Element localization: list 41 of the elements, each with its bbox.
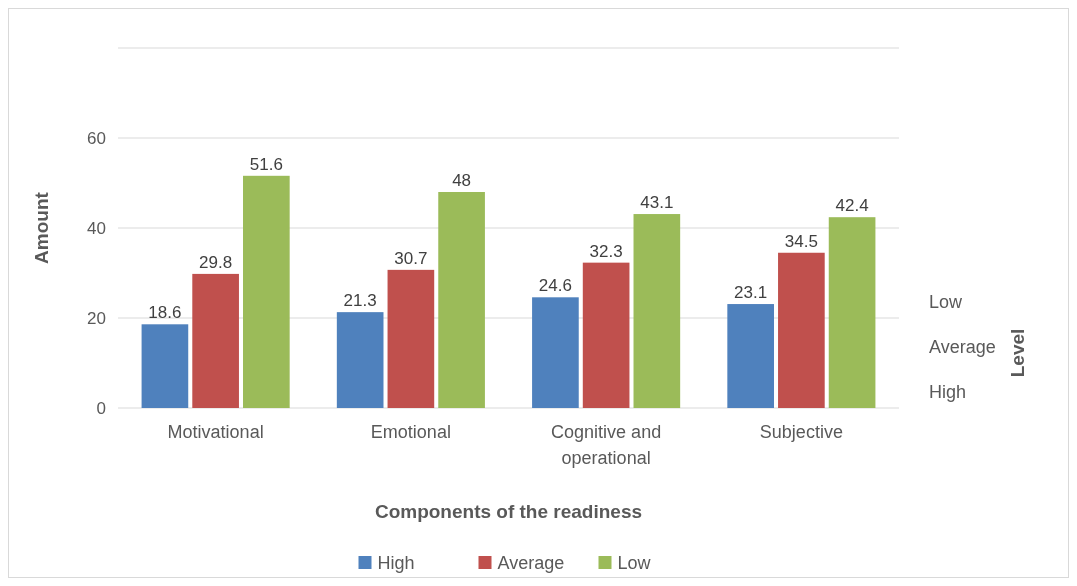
text: Low <box>929 292 964 312</box>
x-tick-label: Cognitive and operational <box>551 422 662 468</box>
bar <box>727 304 774 408</box>
bar <box>582 262 630 408</box>
y-tick-label: 20 <box>87 308 106 328</box>
data-label: 51.6 <box>249 154 283 174</box>
data-label: 29.8 <box>199 252 233 272</box>
bar <box>438 192 485 408</box>
data-label: 48 <box>452 171 472 190</box>
text: Level <box>1007 328 1028 378</box>
bar <box>192 273 239 408</box>
data-label: 42.4 <box>835 196 869 216</box>
bar <box>243 175 290 408</box>
data-label: 43.1 <box>640 193 674 213</box>
y-tick-label: 0 <box>96 398 106 418</box>
x-tick-label: Motivational <box>167 422 264 442</box>
data-label: 23.1 <box>734 283 768 303</box>
data-label: 32.3 <box>589 241 623 261</box>
legend-label: High <box>377 553 415 574</box>
legend-label: Average <box>497 553 565 574</box>
x-tick-label: Subjective <box>759 422 843 442</box>
x-tick-label: Emotional <box>370 422 451 442</box>
text: Average <box>929 337 996 357</box>
bar <box>141 324 189 408</box>
data-label: 34.5 <box>784 231 818 251</box>
y-axis-title: Amount <box>31 191 52 264</box>
bar <box>387 269 435 408</box>
bar <box>778 252 825 408</box>
y-tick-label: 40 <box>87 218 106 238</box>
x-axis-title: Components of the readiness <box>374 501 643 522</box>
data-label: 30.7 <box>394 248 428 268</box>
bar <box>828 217 876 408</box>
y-tick-label: 60 <box>87 128 106 148</box>
data-label: 18.6 <box>148 303 182 323</box>
data-label: 24.6 <box>538 276 572 296</box>
bar <box>532 297 579 408</box>
bar <box>336 312 384 408</box>
legend-label: Low <box>617 553 652 574</box>
data-label: 21.3 <box>343 291 377 311</box>
text: High <box>929 382 967 402</box>
bar <box>633 214 681 408</box>
